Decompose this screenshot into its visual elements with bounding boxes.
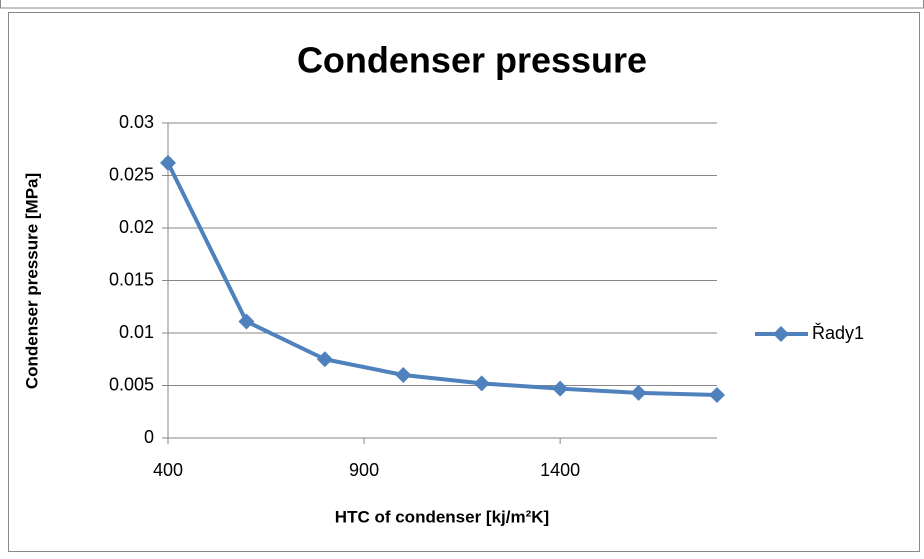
- legend-marker: [773, 326, 789, 342]
- y-tick-label: 0.01: [119, 322, 154, 342]
- y-tick-label: 0.02: [119, 217, 154, 237]
- y-tick-label: 0.005: [109, 374, 154, 394]
- y-tick-label: 0.025: [109, 164, 154, 184]
- series-line: [166, 162, 718, 397]
- marker: [630, 384, 647, 401]
- marker: [238, 313, 255, 330]
- x-tick-label: 1400: [540, 460, 580, 480]
- chart-frame: [8, 12, 920, 552]
- y-axis-title: Condenser pressure [MPa]: [22, 173, 41, 389]
- marker: [709, 386, 725, 403]
- y-tick-label: 0.015: [109, 269, 154, 289]
- marker: [473, 375, 490, 392]
- marker: [316, 351, 333, 368]
- x-tick-label: 400: [153, 460, 183, 480]
- x-axis-title: HTC of condenser [kj/m²K]: [335, 507, 549, 526]
- chart-title: Condenser pressure: [297, 40, 647, 81]
- top-frame: [0, 0, 924, 9]
- x-tick-label: 900: [349, 460, 379, 480]
- marker: [160, 154, 176, 171]
- marker: [395, 367, 412, 383]
- marker: [552, 380, 569, 397]
- y-tick-label: 0.03: [119, 112, 154, 132]
- y-tick-label: 0: [144, 427, 154, 447]
- legend-label: Řady1: [812, 323, 864, 343]
